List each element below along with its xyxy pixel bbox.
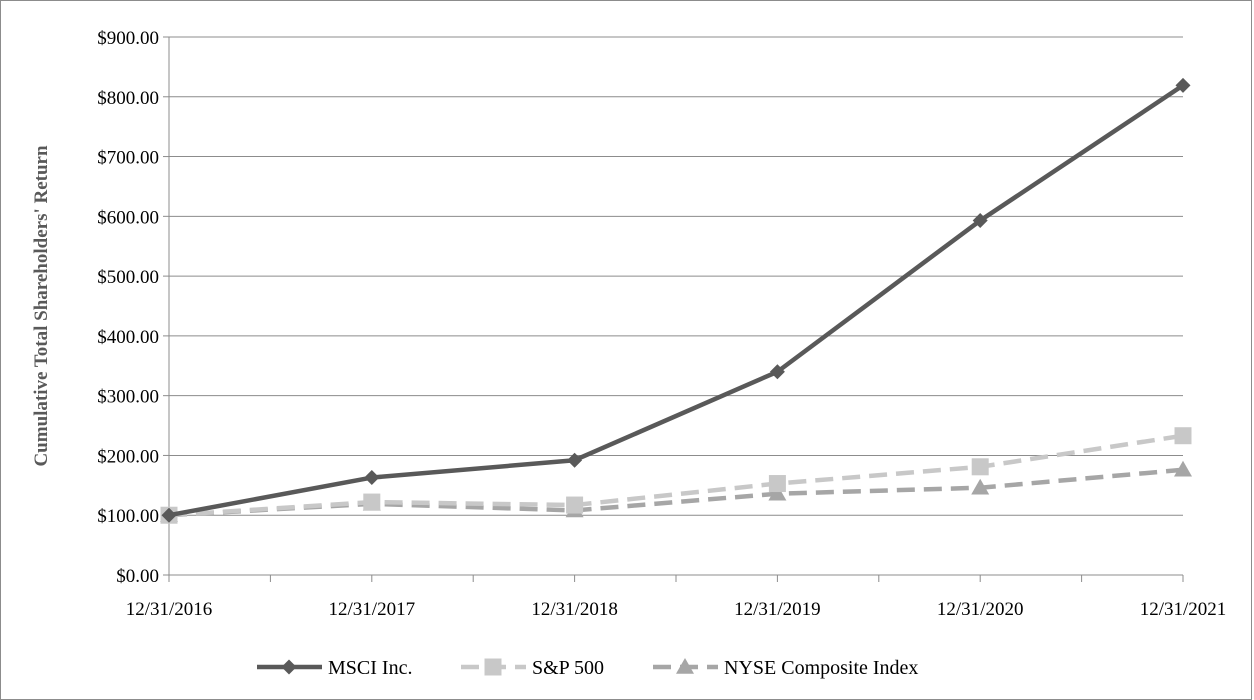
- x-tick-label: 12/31/2016: [126, 599, 213, 620]
- data-point-msci-inc: [161, 507, 177, 523]
- series-line-msci-inc: [168, 83, 1185, 518]
- x-tick-labels: 12/31/2016 12/31/2017 12/31/2018 12/31/2019…: [126, 599, 1227, 620]
- data-point-s-p-500: [971, 458, 989, 476]
- legend-label-s-p-500: S&P 500: [532, 657, 604, 679]
- y-axis-title: Cumulative Total Shareholders' Return: [31, 145, 52, 467]
- y-tick-label: $0.00: [116, 566, 159, 587]
- legend-label-nyse-composite-index: NYSE Composite Index: [724, 657, 918, 679]
- x-tick-label: 12/31/2017: [329, 599, 416, 620]
- y-tick-label: $600.00: [97, 207, 159, 228]
- data-point-s-p-500: [1174, 427, 1192, 445]
- data-point-msci-inc: [364, 470, 380, 486]
- data-point-s-p-500: [768, 475, 786, 493]
- data-point-nyse-composite-index: [1174, 460, 1192, 477]
- legend-marker-s-p-500: [484, 658, 502, 676]
- y-tick-label: $400.00: [97, 327, 159, 348]
- data-point-s-p-500: [566, 496, 584, 514]
- gridlines: [169, 36, 1183, 516]
- legend-marker-nyse-composite-index: [676, 658, 694, 674]
- data-point-nyse-composite-index: [971, 478, 990, 495]
- line-chart: $0.00 $100.00 $200.00 $300.00 $400.00 $500.00…: [31, 28, 1227, 679]
- y-tick-label: $800.00: [97, 88, 159, 109]
- data-point-s-p-500: [363, 493, 381, 511]
- data-point-nyse-composite-index: [768, 484, 787, 501]
- y-tick-label: $300.00: [97, 387, 159, 408]
- y-tick-label: $900.00: [97, 28, 159, 49]
- y-tick-label: $200.00: [97, 446, 159, 467]
- data-point-msci-inc: [769, 364, 785, 380]
- x-tick-label: 12/31/2021: [1140, 599, 1227, 620]
- x-tick-label: 12/31/2018: [531, 599, 618, 620]
- data-point-msci-inc: [567, 452, 583, 468]
- y-tick-label: $700.00: [97, 148, 159, 169]
- series-layer: [160, 77, 1192, 524]
- legend-marker-msci-inc: [281, 659, 297, 675]
- y-tick-labels: $0.00 $100.00 $200.00 $300.00 $400.00 $500.00…: [97, 28, 159, 587]
- axes: [163, 36, 1184, 582]
- data-point-msci-inc: [972, 213, 988, 229]
- series-line-nyse-composite-index: [168, 467, 1184, 518]
- x-tick-label: 12/31/2020: [937, 599, 1024, 620]
- legend: MSCI Inc. S&P 500 NYSE Composite Index: [257, 657, 918, 679]
- y-tick-label: $100.00: [97, 506, 159, 527]
- y-tick-label: $500.00: [97, 267, 159, 288]
- data-point-msci-inc: [1175, 77, 1191, 93]
- legend-label-msci-inc: MSCI Inc.: [328, 657, 412, 679]
- x-tick-label: 12/31/2019: [734, 599, 821, 620]
- series-line-s-p-500: [168, 433, 1184, 518]
